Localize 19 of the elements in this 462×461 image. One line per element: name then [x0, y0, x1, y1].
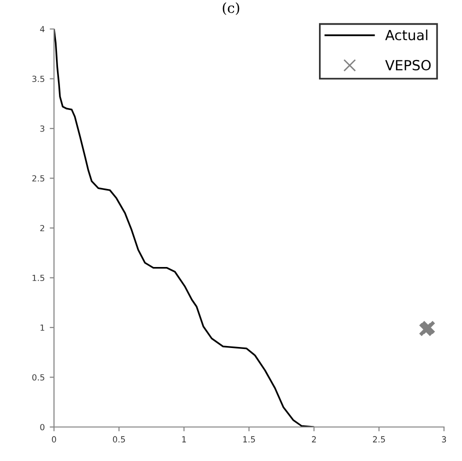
x-tick-label: 2 [312, 436, 316, 442]
x-tick-label: 3 [442, 436, 446, 442]
x-tick-label: 2.5 [372, 436, 385, 442]
x-tick-label: 0.5 [112, 436, 125, 442]
y-tick-label: 1.5 [32, 274, 44, 282]
y-tick-label: 0 [40, 424, 44, 430]
y-tick-label: 4 [40, 26, 45, 32]
y-tick-label: 1 [40, 324, 44, 331]
y-tick-label: 0.5 [32, 374, 44, 381]
y-tick-label: 2 [40, 224, 44, 232]
y-tick-label: 2.5 [32, 175, 44, 182]
y-tick-label: 3 [40, 125, 44, 132]
x-tick-label: 0 [52, 436, 56, 442]
x-tick-label: 1.5 [243, 436, 255, 442]
y-tick-label: 3.5 [32, 76, 44, 82]
legend-label: VEPSO [385, 60, 431, 70]
chart-title: (c) [222, 2, 240, 16]
x-tick-label: 1 [182, 436, 186, 442]
legend-label: Actual [385, 30, 428, 40]
